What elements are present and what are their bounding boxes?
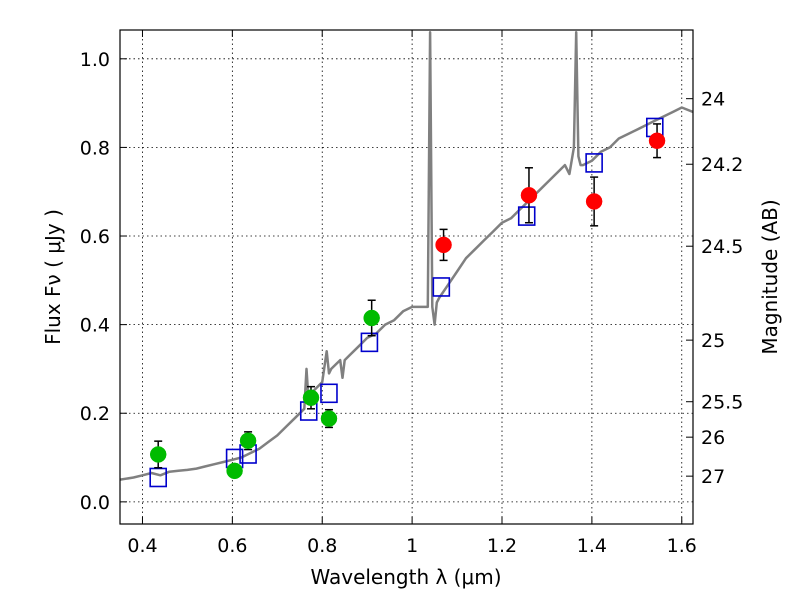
model-spectrum-line [120,30,693,481]
y-tick-label: 1.0 [80,49,110,71]
observed-point-red [648,132,666,150]
y-tick-label: 0.8 [80,137,110,159]
right-axis-label: Magnitude (AB) [758,199,782,354]
ticks [120,30,693,524]
y-axis-label: Flux Fν ( μJy ) [41,209,65,345]
model-spectrum-layer [120,30,693,481]
plot-background [120,30,693,524]
observed-point-red [520,187,538,204]
observed-point-red [435,236,452,254]
x-axis-label: Wavelength λ (μm) [310,565,501,589]
y-tick-label: 0.4 [80,315,110,337]
x-tick-label: 1.6 [667,535,697,557]
model-point-square [432,277,451,297]
tick-labels: 0.4 0.6 0.8 1 1.2 1.4 1.6 0.0 0.2 0.4 0.6 0.8 1.0 24 2… [80,49,744,557]
observed-point-green [302,389,320,406]
observed-point-green [149,446,167,463]
x-tick-label: 1 [406,535,418,557]
observed-point-green [239,432,257,449]
right-tick-label: 27 [701,466,725,488]
right-tick-label: 24.2 [701,154,743,176]
y-tick-label: 0.2 [80,403,110,425]
x-tick-label: 1.2 [487,535,517,557]
data-points-layer [149,117,666,488]
model-point-square [517,206,536,226]
x-tick-label: 0.8 [307,535,337,557]
model-point-square [360,332,379,353]
observed-point-green [226,462,243,480]
observed-point-green [320,410,338,427]
grid [120,30,693,524]
model-point-square [585,153,603,173]
y-tick-label: 0.0 [80,492,110,514]
x-tick-label: 0.4 [127,535,157,557]
right-tick-label: 24.5 [701,236,743,258]
right-tick-label: 26 [701,427,725,449]
right-tick-label: 25.5 [701,392,743,414]
observed-point-green [363,309,380,327]
observed-point-red [585,193,603,210]
y-tick-label: 0.6 [80,226,110,248]
right-tick-label: 25 [701,330,725,352]
model-point-square [320,383,338,404]
x-tick-label: 0.6 [217,535,247,557]
x-tick-label: 1.4 [577,535,607,557]
right-tick-label: 24 [701,89,725,111]
plot-frame [119,29,694,525]
